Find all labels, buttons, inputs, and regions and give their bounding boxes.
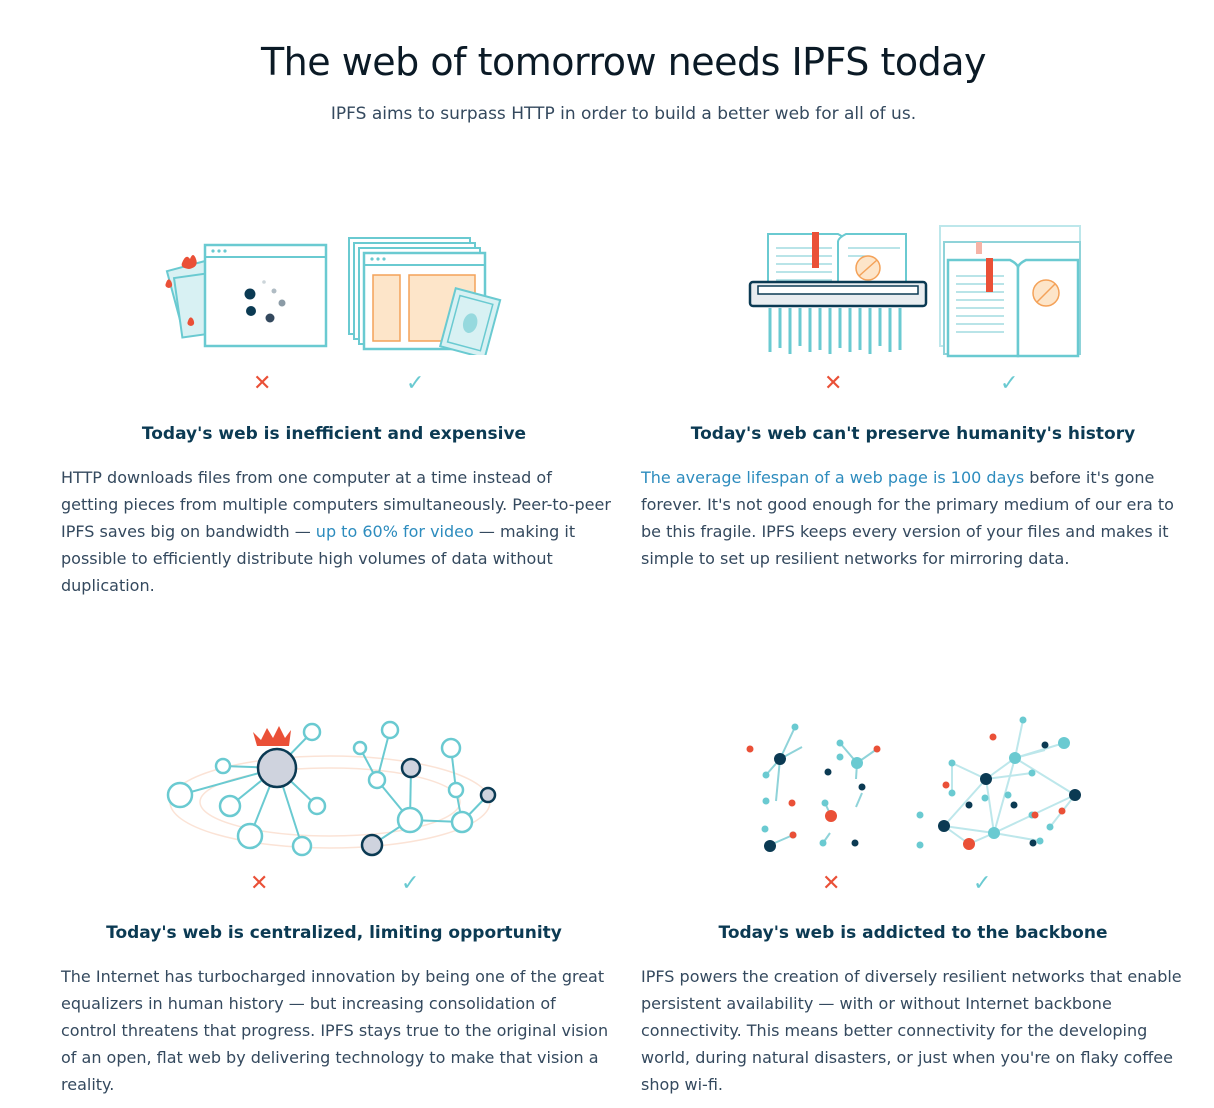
scattered-nodes-icon [746,716,1081,852]
check-icon: ✓ [973,871,992,896]
bandwidth-savings-link[interactable]: up to 60% for video [315,522,474,541]
cross-icon: ✕ [822,871,841,896]
card-title: Today's web is addicted to the backbone [718,923,1108,943]
check-icon: ✓ [1000,371,1019,396]
check-icon: ✓ [401,871,420,896]
card-title: Today's web is centralized, limiting opp… [106,923,562,943]
cross-icon: ✕ [253,371,272,396]
card-body: IPFS powers the creation of diversely re… [641,967,1182,1094]
card-body: The average lifespan of a web page is 10… [641,464,1191,572]
centralized-network-icon [166,720,497,857]
cross-icon: ✕ [824,371,843,396]
lifespan-link[interactable]: The average lifespan of a web page is 10… [641,468,1025,487]
page-title: The web of tomorrow needs IPFS today [260,40,987,84]
check-icon: ✓ [406,371,425,396]
card-body: The Internet has turbocharged innovation… [61,967,609,1094]
cross-icon: ✕ [250,871,269,896]
card-body: HTTP downloads files from one computer a… [61,464,611,599]
card-body-text: — making it possible to efficiently dist… [61,522,576,595]
card-body-text: before it's gone forever. It's not good … [641,468,1174,568]
card-body-text: HTTP downloads files from one computer a… [61,468,611,541]
shredded-book-icon [748,225,1081,358]
page-subtitle: IPFS aims to surpass HTTP in order to bu… [330,104,917,124]
browser-burning-money-icon [165,237,502,355]
card-title: Today's web can't preserve humanity's hi… [690,424,1136,444]
card-title: Today's web is inefficient and expensive [141,424,527,444]
